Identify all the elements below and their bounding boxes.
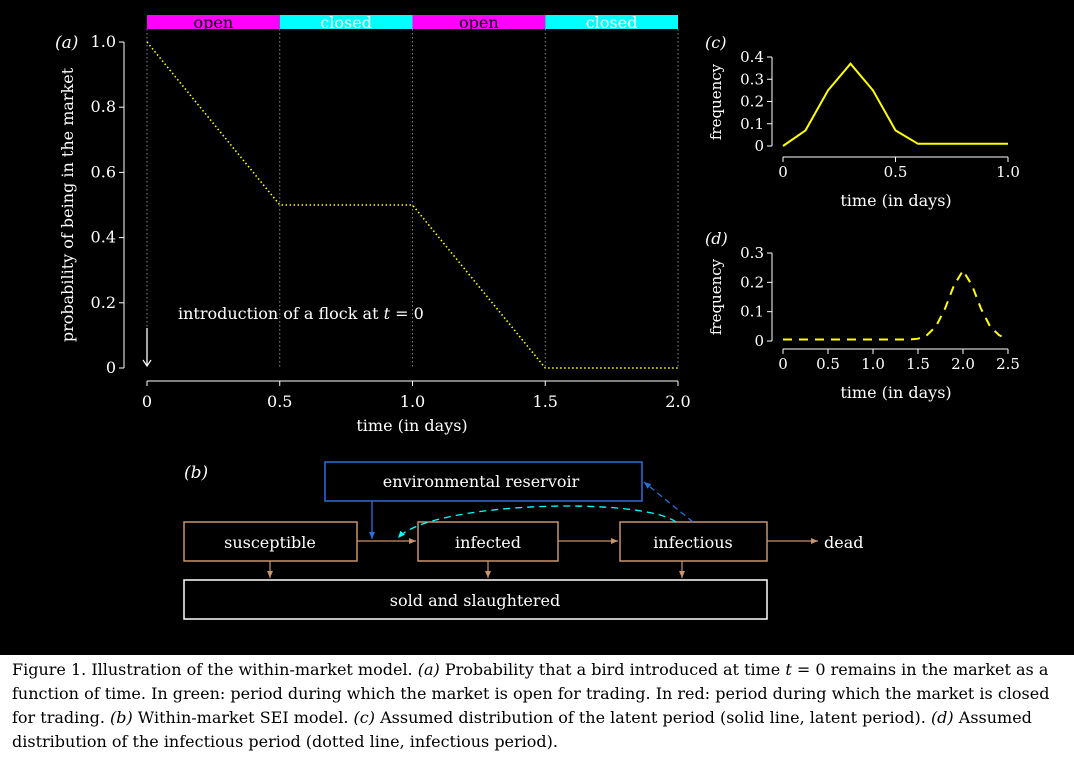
y-ticks-d: 0 0.1 0.2 0.3 bbox=[740, 244, 772, 350]
node-susceptible-label: susceptible bbox=[224, 533, 316, 552]
node-infectious-label: infectious bbox=[653, 533, 732, 552]
panel-a-label: (a) bbox=[55, 33, 78, 53]
x-tick-label: 2.5 bbox=[996, 355, 1020, 373]
x-axis-label-d: time (in days) bbox=[840, 383, 951, 402]
x-ticks-c: 0 0.5 1.0 bbox=[778, 157, 1020, 181]
x-tick-label: 1.0 bbox=[861, 355, 885, 373]
y-tick-label: 1.0 bbox=[91, 32, 116, 51]
caption-segment: = 0 remains in the market as a function … bbox=[12, 660, 1050, 727]
x-tick-label: 1.0 bbox=[400, 392, 425, 411]
y-axis-label-a: probability of being in the market bbox=[58, 67, 77, 342]
period-label-closed: closed bbox=[586, 13, 638, 32]
panel-d: (d) 0 0.1 0.2 0.3 0 0.5 1.0 1.5 2.0 2.5 frequenc… bbox=[705, 229, 1020, 402]
x-axis-label-c: time (in days) bbox=[840, 191, 951, 210]
panel-c: (c) 0 0.1 0.2 0.3 0.4 0 0.5 1.0 frequency time… bbox=[705, 33, 1020, 210]
y-tick-label: 0.4 bbox=[91, 228, 116, 247]
caption-segment: (a) bbox=[417, 660, 440, 679]
y-ticks-a: 0 0.2 0.4 0.6 0.8 1.0 bbox=[91, 32, 124, 377]
node-dead-label: dead bbox=[824, 533, 864, 552]
y-tick-label: 0.1 bbox=[740, 303, 764, 321]
x-ticks-a: 0 0.5 1.0 1.5 2.0 bbox=[142, 381, 691, 411]
caption-segment: Assumed distribution of the latent perio… bbox=[375, 708, 931, 727]
x-tick-label: 1.5 bbox=[533, 392, 558, 411]
y-tick-label: 0 bbox=[754, 332, 764, 350]
y-tick-label: 0.4 bbox=[740, 48, 764, 66]
x-ticks-d: 0 0.5 1.0 1.5 2.0 2.5 bbox=[778, 349, 1020, 373]
y-tick-label: 0.2 bbox=[740, 273, 764, 291]
probability-line bbox=[146, 41, 678, 369]
y-tick-label: 0.8 bbox=[91, 97, 116, 116]
y-ticks-c: 0 0.1 0.2 0.3 0.4 bbox=[740, 48, 772, 155]
caption-segment: (b) bbox=[109, 708, 133, 727]
y-tick-label: 0.2 bbox=[91, 293, 116, 312]
arrow-direct-transmission bbox=[397, 505, 677, 539]
y-axis-label-d: frequency bbox=[707, 258, 725, 335]
panel-b: (b) environmental reservoir susceptible … bbox=[183, 461, 864, 620]
period-bar-open bbox=[412, 15, 546, 29]
y-axis-label-c: frequency bbox=[707, 63, 725, 140]
caption-segment: Within-market SEI model. bbox=[132, 708, 354, 727]
node-reservoir-label: environmental reservoir bbox=[383, 472, 580, 491]
period-bar-closed bbox=[545, 15, 678, 29]
y-tick-label: 0.1 bbox=[740, 115, 764, 133]
panel-c-label: (c) bbox=[705, 33, 726, 52]
panel-d-label: (d) bbox=[705, 229, 728, 248]
period-bars: open closed open closed bbox=[147, 13, 678, 32]
panel-b-label: (b) bbox=[184, 463, 208, 483]
y-tick-label: 0.6 bbox=[91, 162, 116, 181]
y-tick-label: 0.3 bbox=[740, 70, 764, 88]
introduction-annotation: introduction of a flock at t = 0 bbox=[178, 304, 424, 323]
y-tick-label: 0 bbox=[106, 358, 116, 377]
node-infected-label: infected bbox=[455, 533, 521, 552]
period-dividers bbox=[146, 29, 679, 368]
node-infectious: infectious bbox=[619, 521, 768, 562]
x-tick-label: 0.5 bbox=[884, 163, 908, 181]
arrow-infectious-reservoir bbox=[643, 481, 694, 523]
period-label-open: open bbox=[194, 13, 234, 32]
node-susceptible: susceptible bbox=[183, 521, 358, 562]
x-axis-label-a: time (in days) bbox=[356, 416, 467, 435]
figure-caption: Figure 1. Illustration of the within-mar… bbox=[0, 655, 1074, 761]
period-label-closed: closed bbox=[320, 13, 372, 32]
x-tick-label: 0 bbox=[778, 355, 788, 373]
x-tick-label: 2.0 bbox=[665, 392, 690, 411]
caption-segment: Probability that a bird introduced at ti… bbox=[439, 660, 786, 679]
period-label-open: open bbox=[459, 13, 499, 32]
period-bar-closed bbox=[279, 15, 413, 29]
latent-period-line bbox=[782, 62, 1008, 147]
caption-segment: Illustration of the within-market model. bbox=[86, 660, 418, 679]
x-tick-label: 1.5 bbox=[906, 355, 930, 373]
x-tick-label: 2.0 bbox=[951, 355, 975, 373]
y-tick-label: 0.3 bbox=[740, 244, 764, 262]
x-tick-label: 0 bbox=[142, 392, 152, 411]
x-tick-label: 0.5 bbox=[267, 392, 292, 411]
x-tick-label: 0 bbox=[778, 163, 788, 181]
x-tick-label: 1.0 bbox=[996, 163, 1020, 181]
node-sold-label: sold and slaughtered bbox=[390, 591, 560, 610]
caption-segment: (c) bbox=[353, 708, 375, 727]
caption-segment: t bbox=[785, 660, 792, 679]
node-reservoir: environmental reservoir bbox=[324, 461, 643, 502]
caption-figure-label: Figure 1. bbox=[12, 660, 87, 679]
caption-segment: Assumed distribution of the infectious p… bbox=[12, 708, 1032, 751]
infectious-period-line bbox=[783, 268, 1009, 341]
y-tick-label: 0 bbox=[754, 137, 764, 155]
node-sold: sold and slaughtered bbox=[183, 579, 768, 620]
panel-a: (a) open closed open closed 0 0.2 0.4 0.6 0.8 1.… bbox=[55, 13, 691, 435]
node-infected: infected bbox=[417, 521, 559, 562]
caption-text: Illustration of the within-market model.… bbox=[12, 660, 1049, 751]
period-bar-open bbox=[147, 15, 280, 29]
caption-segment: (d) bbox=[930, 708, 954, 727]
figure-canvas: (a) open closed open closed 0 0.2 0.4 0.6 0.8 1.… bbox=[55, 13, 1020, 620]
x-tick-label: 0.5 bbox=[816, 355, 840, 373]
y-tick-label: 0.2 bbox=[740, 93, 764, 111]
